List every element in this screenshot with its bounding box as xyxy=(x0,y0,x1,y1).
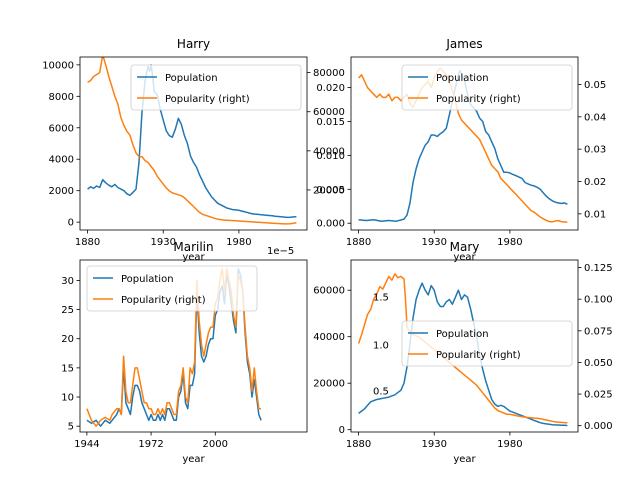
series-line-0 xyxy=(86,267,262,427)
y2-tick-label: 0.03 xyxy=(584,145,606,156)
overlay-tick-label: 0.5 xyxy=(373,387,389,398)
y-tick-label: 20000 xyxy=(313,379,345,390)
y-tick-label: 0.015 xyxy=(316,117,345,128)
legend: Population Popularity (right) xyxy=(401,320,573,367)
x-tick-label: 1930 xyxy=(422,439,447,450)
series-line-0 xyxy=(87,64,297,219)
x-axis-label: year xyxy=(182,252,205,263)
overlay-tick-label: 1.5 xyxy=(373,293,389,304)
y2-tick-label: 0.05 xyxy=(584,80,606,91)
axes-frame xyxy=(79,56,308,231)
legend-box xyxy=(401,64,573,111)
series-line-1 xyxy=(358,67,568,223)
legend: Population Popularity (right) xyxy=(86,265,258,312)
subplot-title: Harry xyxy=(177,37,210,51)
x-tick-label: 1944 xyxy=(74,439,99,450)
y-tick-label: 30 xyxy=(61,276,74,287)
legend-box xyxy=(401,320,573,367)
legend-label: Popularity (right) xyxy=(165,94,250,105)
x-axis-label: year xyxy=(182,454,205,465)
legend: Population Popularity (right) xyxy=(401,64,573,111)
y2-tick-label: 0.025 xyxy=(584,390,613,401)
subplot-title: Mary xyxy=(450,240,480,254)
y-tick-label: 25 xyxy=(61,305,74,316)
subplot-1: 1880 1930 1980 0.000 0.005 0.010 0.015 0.020 0.0… xyxy=(316,37,606,263)
y2-tick-label: 0.02 xyxy=(584,177,606,188)
y-tick-label: 10 xyxy=(61,393,74,404)
y2-tick-label: 0.000 xyxy=(584,421,613,432)
series-line-1 xyxy=(86,267,262,427)
series-line-1 xyxy=(87,57,297,225)
legend-box xyxy=(86,265,258,312)
series-line-1 xyxy=(357,273,568,424)
y2-tick-label: 20000 xyxy=(313,185,345,196)
axes-frame xyxy=(79,259,308,433)
y2-tick-label: 0.050 xyxy=(584,358,613,369)
x-tick-label: 1930 xyxy=(151,237,176,248)
y-tick-label: 60000 xyxy=(313,286,345,297)
subplot-title: Marilin xyxy=(173,240,213,254)
y-tick-label: 40000 xyxy=(313,332,345,343)
subplot-title: James xyxy=(445,37,482,51)
x-tick-label: 1880 xyxy=(75,237,100,248)
x-tick-label: 1930 xyxy=(422,237,447,248)
y2-tick-label: 60000 xyxy=(313,107,345,118)
axes-frame xyxy=(350,56,579,231)
legend-label: Popularity (right) xyxy=(121,295,206,306)
x-tick-label: 1880 xyxy=(346,439,371,450)
y-tick-label: 6000 xyxy=(49,123,74,134)
y2-tick-label: 40000 xyxy=(313,146,345,157)
y-tick-label: 0.010 xyxy=(316,151,345,162)
y-tick-label: 0.005 xyxy=(316,185,345,196)
overlay-tick-label: 1.0 xyxy=(373,341,389,352)
y2-tick-label: 0.01 xyxy=(584,209,606,220)
y-tick-label: 2000 xyxy=(49,186,74,197)
y2-tick-label: 0.125 xyxy=(584,263,613,274)
x-tick-label: 1972 xyxy=(138,439,163,450)
x-axis-label: year xyxy=(453,454,476,465)
subplot-0: 1880 1930 1980 0 2000 4000 6000 8000 10000 20000 4… xyxy=(42,37,345,263)
y-tick-label: 10000 xyxy=(42,60,74,71)
y-tick-label: 0 xyxy=(68,218,74,229)
legend-label: Popularity (right) xyxy=(436,94,521,105)
x-tick-label: 1880 xyxy=(346,237,371,248)
legend: Population Popularity (right) xyxy=(130,64,302,111)
y2-tick-label: 0.04 xyxy=(584,112,606,123)
y2-tick-label: 0.075 xyxy=(584,326,613,337)
x-tick-label: 2000 xyxy=(203,439,228,450)
y-tick-label: 0 xyxy=(339,425,345,436)
subplot-3: 1880 1930 1980 0 20000 40000 60000 0.000 0.025 0.… xyxy=(313,240,612,465)
legend-label: Population xyxy=(436,73,489,84)
y2-tick-label: 0.100 xyxy=(584,295,613,306)
x-tick-label: 1980 xyxy=(226,237,251,248)
axes-frame xyxy=(350,259,579,433)
legend-label: Population xyxy=(436,329,489,340)
y-tick-label: 0.020 xyxy=(316,83,345,94)
y-multiplier-label: 1e−5 xyxy=(267,246,294,257)
y-tick-label: 0.000 xyxy=(316,219,345,230)
x-axis-label: year xyxy=(453,252,476,263)
legend-box xyxy=(130,64,302,111)
y-tick-label: 4000 xyxy=(49,155,74,166)
y-tick-label: 8000 xyxy=(49,92,74,103)
subplot-2: 1944 1972 2000510152025301e−5MarilinyearPo… xyxy=(61,240,308,465)
y-tick-label: 5 xyxy=(68,422,74,433)
y-tick-label: 20 xyxy=(61,334,74,345)
legend-label: Population xyxy=(121,274,174,285)
legend-label: Popularity (right) xyxy=(436,350,521,361)
x-tick-label: 1980 xyxy=(497,439,522,450)
x-tick-label: 1980 xyxy=(497,237,522,248)
legend-label: Population xyxy=(165,73,218,84)
y2-tick-label: 80000 xyxy=(313,68,345,79)
y-tick-label: 15 xyxy=(61,363,74,374)
